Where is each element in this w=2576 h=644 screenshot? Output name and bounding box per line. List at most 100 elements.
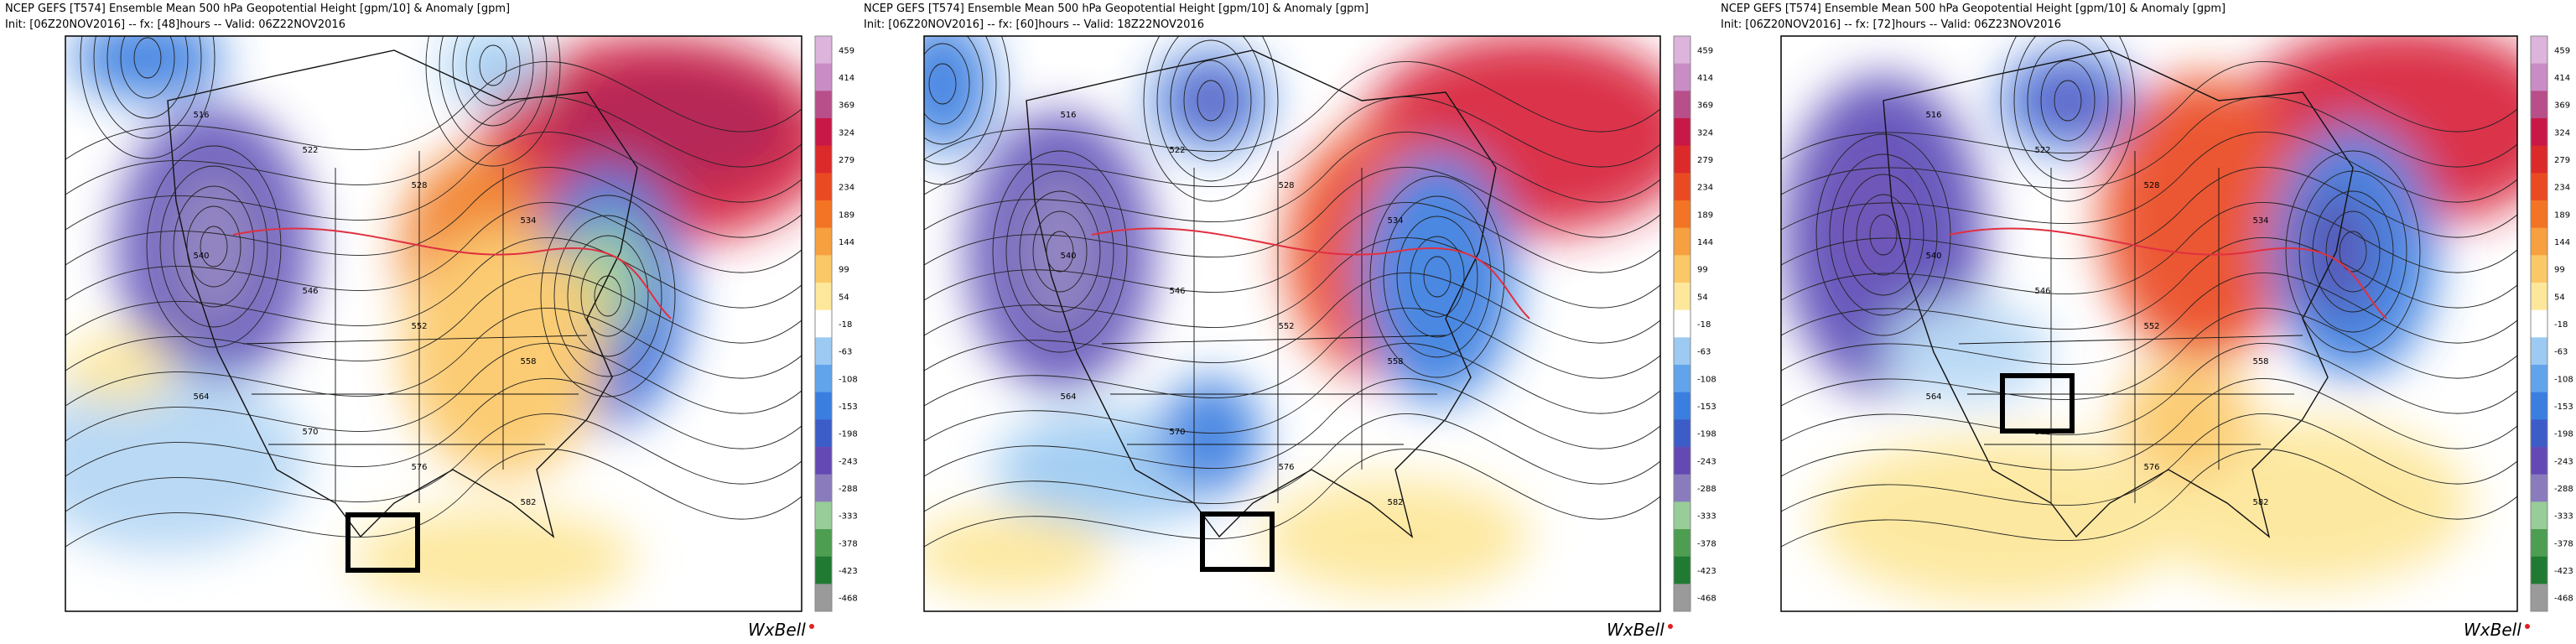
colorbar-label: 144 (839, 238, 854, 247)
low-contour (1369, 175, 1505, 378)
low-contour (2325, 210, 2381, 293)
colorbar-swatch (1674, 474, 1690, 502)
colorbar-swatch (2531, 173, 2547, 201)
height-contour (1781, 166, 2517, 266)
height-contour (1781, 131, 2517, 231)
contour-label: 552 (2143, 322, 2159, 331)
colorbar-label: -153 (1697, 402, 1716, 412)
low-contour (173, 185, 255, 308)
colorbar-label: 54 (839, 293, 849, 302)
height-contour (1781, 201, 2517, 301)
contour-label: 540 (1060, 252, 1076, 261)
header-title: NCEP GEFS [T574] Ensemble Mean 500 hPa G… (1721, 3, 2225, 15)
colorbar-label: -378 (1697, 539, 1716, 548)
colorbar-swatch (1674, 447, 1690, 475)
contour-label: 558 (520, 357, 536, 366)
height-contour (924, 272, 1660, 371)
logo-dot (1668, 624, 1673, 629)
colorbar-label: 189 (1697, 210, 1713, 220)
colorbar-frame (2530, 35, 2548, 612)
colorbar-label: 189 (2554, 210, 2570, 220)
anomaly-shading (1783, 36, 2517, 604)
colorbar-label: 414 (2554, 74, 2570, 83)
colorbar-swatch (1674, 118, 1690, 147)
colorbar-label: 459 (1697, 46, 1713, 55)
logo-dot (2525, 624, 2530, 629)
low-contour (452, 36, 534, 127)
colorbar-swatch (1674, 365, 1690, 393)
contour-label: 528 (411, 181, 427, 190)
contour-label: 576 (2143, 463, 2159, 472)
colorbar-label: -18 (839, 320, 852, 330)
height-contour (1781, 236, 2517, 336)
low-contour (133, 37, 162, 79)
map-frame (923, 35, 1661, 612)
colorbar-swatch (2531, 419, 2547, 448)
colorbar-label: 54 (2554, 293, 2565, 302)
colorbar-label: 324 (1697, 128, 1713, 138)
low-contour (1410, 236, 1465, 318)
contour-label: 558 (2252, 357, 2268, 366)
logo: WxBell (2464, 620, 2521, 640)
colorbar-label: -333 (2554, 512, 2573, 522)
colorbar-swatch (815, 529, 832, 558)
low-contour (106, 36, 189, 119)
low-contour (2040, 60, 2096, 142)
contour-label: 582 (1387, 498, 1403, 507)
anomaly-blob (1358, 151, 1517, 402)
contour-label: 534 (2252, 216, 2268, 226)
colorbar-label: 414 (1697, 74, 1713, 83)
colorbar-swatch (1674, 584, 1690, 612)
colorbar-swatch (815, 91, 832, 119)
height-contour (1781, 448, 2517, 548)
colorbar-swatch (1674, 501, 1690, 530)
colorbar-swatch (1674, 392, 1690, 420)
low-contour (1019, 190, 1101, 313)
low-contour (1183, 60, 1239, 142)
header-title: NCEP GEFS [T574] Ensemble Mean 500 hPa G… (864, 3, 1368, 15)
logo: WxBell (1607, 620, 1665, 640)
anomaly-blob (545, 59, 797, 193)
colorbar-label: -468 (1697, 595, 1716, 604)
height-contour (65, 342, 802, 442)
low-contour (479, 44, 507, 86)
anomaly-blob (1816, 436, 2185, 604)
colorbar-swatch (815, 145, 832, 174)
height-contour (924, 377, 1660, 477)
borders (242, 151, 588, 503)
colorbar-label: -108 (1697, 375, 1716, 384)
contour-540 (232, 227, 672, 319)
height-contour (1781, 60, 2517, 160)
colorbar-label: -243 (839, 457, 858, 466)
contour-label: 582 (2252, 498, 2268, 507)
contour-label: 570 (302, 428, 318, 437)
colorbar-label: 234 (839, 184, 854, 193)
colorbar-label: -18 (2554, 320, 2568, 330)
low-contour (2027, 39, 2109, 162)
height-contour (924, 96, 1660, 195)
colorbar-swatch (2531, 255, 2547, 283)
low-contour (1046, 231, 1074, 273)
colorbar-swatch (1674, 91, 1690, 119)
colorbar-label: 99 (839, 266, 849, 275)
height-contour (65, 448, 802, 548)
colorbar-swatch (2531, 365, 2547, 393)
contour-label: 582 (520, 498, 536, 507)
height-contour (65, 201, 802, 301)
borders (1958, 151, 2303, 503)
map: 516 522 528 534 540 546 552 558 564 570 576 582 (65, 36, 802, 611)
contour-label: 576 (1278, 463, 1294, 472)
colorbar-label: -198 (839, 430, 858, 439)
colorbar-swatch (1674, 309, 1690, 338)
colorbar-swatch (1674, 556, 1690, 584)
colorbar-swatch (2531, 501, 2547, 530)
low-contour (146, 145, 282, 348)
logo-dot (809, 624, 814, 629)
low-contour (1383, 195, 1492, 358)
contour-label: 564 (1925, 392, 1941, 402)
colorbar-label: 234 (2554, 184, 2570, 193)
colorbar-label: -243 (2554, 457, 2573, 466)
coastline (1883, 49, 2354, 538)
contour-label: 534 (1387, 216, 1403, 226)
